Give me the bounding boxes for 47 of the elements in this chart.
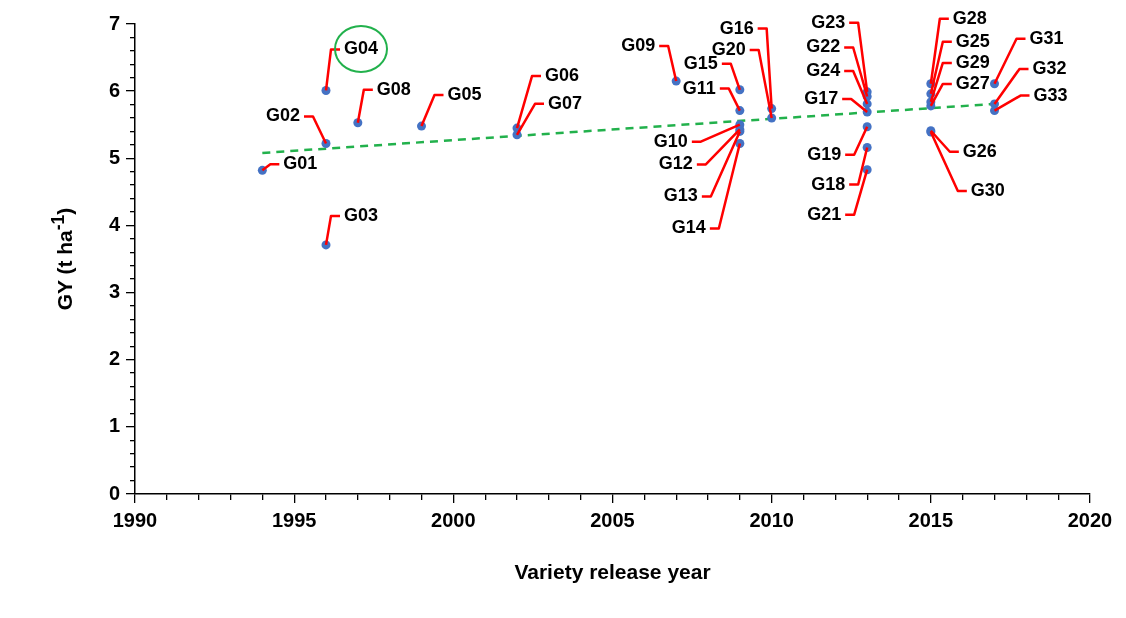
y-tick-label: 4 <box>108 212 121 235</box>
annotation: G21 <box>807 203 842 224</box>
x-tick-label: 2020 <box>1067 508 1113 531</box>
annotation: G11 <box>682 77 716 98</box>
annotation: G22 <box>806 36 841 57</box>
annotation: G19 <box>807 143 842 164</box>
annotation: G03 <box>344 204 379 225</box>
annotation: G26 <box>962 140 997 161</box>
x-tick-label: 2000 <box>431 508 476 531</box>
y-tick-label: 1 <box>108 414 120 437</box>
annotation: G29 <box>955 51 990 72</box>
annotation: G18 <box>811 173 846 194</box>
annotation: G27 <box>955 72 990 93</box>
annotation: G04 <box>344 38 379 59</box>
y-tick-label: 7 <box>108 11 120 34</box>
annotation: G30 <box>970 180 1005 201</box>
annotation: G28 <box>952 7 987 28</box>
annotation: G06 <box>545 65 580 86</box>
annotation: G10 <box>653 130 688 151</box>
annotation: G32 <box>1032 57 1067 78</box>
y-tick-label: 0 <box>108 481 120 504</box>
annotation: G13 <box>663 185 698 206</box>
y-tick-label: 2 <box>108 347 120 370</box>
annotation: G33 <box>1033 84 1068 105</box>
annotation: G25 <box>955 30 990 51</box>
annotation: G17 <box>804 87 839 108</box>
x-tick-label: 2015 <box>908 508 954 531</box>
annotation: G01 <box>283 153 318 174</box>
annotation: G05 <box>447 84 482 105</box>
y-tick-label: 5 <box>108 145 120 168</box>
annotation: G02 <box>265 105 300 126</box>
annotation: G16 <box>719 17 754 38</box>
annotation: G12 <box>658 153 693 174</box>
annotation: G07 <box>548 92 583 113</box>
annotation: G31 <box>1029 27 1064 48</box>
x-tick-label: 2005 <box>590 508 635 531</box>
x-tick-label: 2010 <box>749 508 794 531</box>
annotation: G09 <box>621 35 656 56</box>
x-tick-label: 1995 <box>271 508 317 531</box>
annotation: G23 <box>811 11 846 32</box>
x-axis-title: Variety release year <box>514 560 711 584</box>
annotation: G14 <box>671 217 706 238</box>
y-tick-label: 6 <box>108 78 120 101</box>
x-tick-label: 1990 <box>112 508 158 531</box>
annotation: G08 <box>376 78 411 99</box>
annotation: G24 <box>806 59 841 80</box>
y-tick-label: 3 <box>108 280 120 303</box>
